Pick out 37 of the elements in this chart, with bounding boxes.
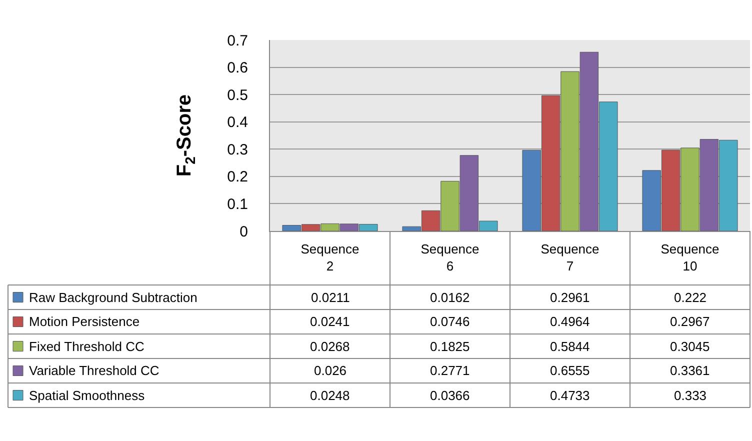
data-label: 0.2961	[550, 290, 590, 305]
x-tick-label: Sequence 2	[300, 242, 360, 274]
data-label: 0.0211	[311, 290, 350, 305]
y-tick-label: 0.2	[227, 168, 248, 186]
data-label: 0.2771	[430, 363, 470, 378]
data-label: 0.0241	[310, 314, 350, 329]
y-tick-label: 0	[240, 223, 248, 240]
data-label: 0.5844	[550, 339, 590, 354]
legend-label: Variable Threshold CC	[29, 363, 160, 378]
legend-label: Spatial Smoothness	[29, 388, 146, 403]
x-tick-label: Sequence 10	[660, 242, 720, 274]
data-label: 0.4964	[550, 314, 590, 329]
legend-label: Raw Background Subtraction	[29, 290, 198, 305]
data-label: 0.1825	[430, 339, 470, 354]
y-tick-label: 0.1	[227, 196, 248, 213]
x-tick-label: Sequence 6	[420, 242, 480, 274]
y-tick-label: 0.3	[227, 141, 248, 158]
data-label: 0.0366	[430, 388, 470, 403]
y-tick-label: 0.5	[227, 86, 248, 104]
x-tick-label: Sequence 7	[540, 242, 600, 274]
data-label: 0.0746	[430, 314, 470, 329]
data-label: 0.2967	[670, 314, 710, 329]
data-label: 0.333	[674, 388, 707, 403]
data-label: 0.3045	[670, 339, 710, 354]
data-label: 0.0268	[310, 339, 350, 354]
data-label: 0.6555	[550, 363, 590, 378]
legend-label: Motion Persistence	[29, 314, 140, 329]
data-label: 0.0162	[430, 290, 470, 305]
data-label: 0.3361	[670, 363, 710, 378]
y-tick-label: 0.4	[227, 114, 248, 132]
data-label: 0.0248	[310, 388, 350, 403]
y-tick-label: 0.7	[227, 32, 248, 50]
y-tick-label: 0.6	[227, 60, 248, 77]
data-label: 0.026	[314, 363, 347, 378]
legend-label: Fixed Threshold CC	[29, 339, 144, 354]
data-label: 0.4733	[550, 388, 590, 403]
data-label: 0.222	[674, 290, 707, 305]
